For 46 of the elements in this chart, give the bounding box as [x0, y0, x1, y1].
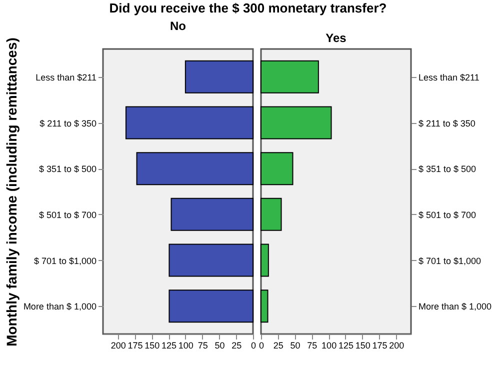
x-tick-label: 125: [162, 340, 177, 350]
y-tick-label: $ 701 to $1,000: [418, 256, 482, 266]
bar: [184, 60, 254, 94]
y-tick-label: Less than $211: [418, 72, 480, 82]
bar: [260, 152, 294, 186]
chart-subtitle: Yes: [326, 31, 347, 45]
x-tick-label: 75: [198, 340, 208, 350]
x-tick-label: 200: [110, 340, 126, 350]
y-tick-label: Less than $211: [36, 72, 96, 82]
x-tick-label: 75: [307, 340, 318, 350]
bar: [125, 106, 254, 140]
bar: [168, 290, 254, 323]
y-tick-label: $ 211 to $ 350: [40, 118, 96, 128]
bar: [260, 244, 269, 277]
x-tick-label: 50: [214, 340, 225, 350]
x-tick-label: 25: [232, 340, 242, 350]
bar: [260, 198, 282, 231]
chart-title: Did you receive the $ 300 monetary transfer?: [109, 0, 387, 16]
bar: [136, 152, 254, 186]
x-tick-label: 175: [128, 340, 143, 350]
x-tick-label: 100: [178, 340, 194, 350]
x-tick-label: 125: [338, 340, 354, 350]
x-tick-label: 100: [322, 340, 337, 350]
y-tick-label: $ 351 to $ 500: [418, 164, 476, 174]
y-tick-label: $ 701 to $1,000: [34, 256, 96, 266]
x-tick-label: 150: [355, 340, 370, 350]
y-tick-label: $ 501 to $ 700: [418, 210, 476, 220]
bar: [260, 60, 319, 94]
y-axis-title: Monthly family income (including remittances): [3, 38, 20, 346]
y-tick-label: $ 351 to $ 500: [38, 164, 96, 174]
bar: [260, 106, 332, 140]
x-tick-label: 0: [258, 340, 264, 350]
y-tick-label: $ 501 to $ 700: [38, 210, 96, 220]
x-tick-label: 25: [273, 340, 284, 350]
x-tick-label: 0: [250, 340, 256, 350]
y-tick-label: More than $ 1,000: [23, 302, 96, 312]
bar: [168, 244, 254, 277]
chart-subtitle: No: [170, 19, 186, 34]
x-tick-label: 50: [290, 340, 300, 350]
bar: [170, 198, 254, 231]
x-tick-label: 200: [389, 340, 404, 350]
y-tick-label: $ 211 to $ 350: [418, 118, 476, 128]
x-tick-label: 150: [144, 340, 160, 350]
bar: [260, 290, 268, 323]
x-tick-label: 175: [372, 340, 388, 350]
y-tick-label: More than $ 1,000: [418, 302, 492, 312]
